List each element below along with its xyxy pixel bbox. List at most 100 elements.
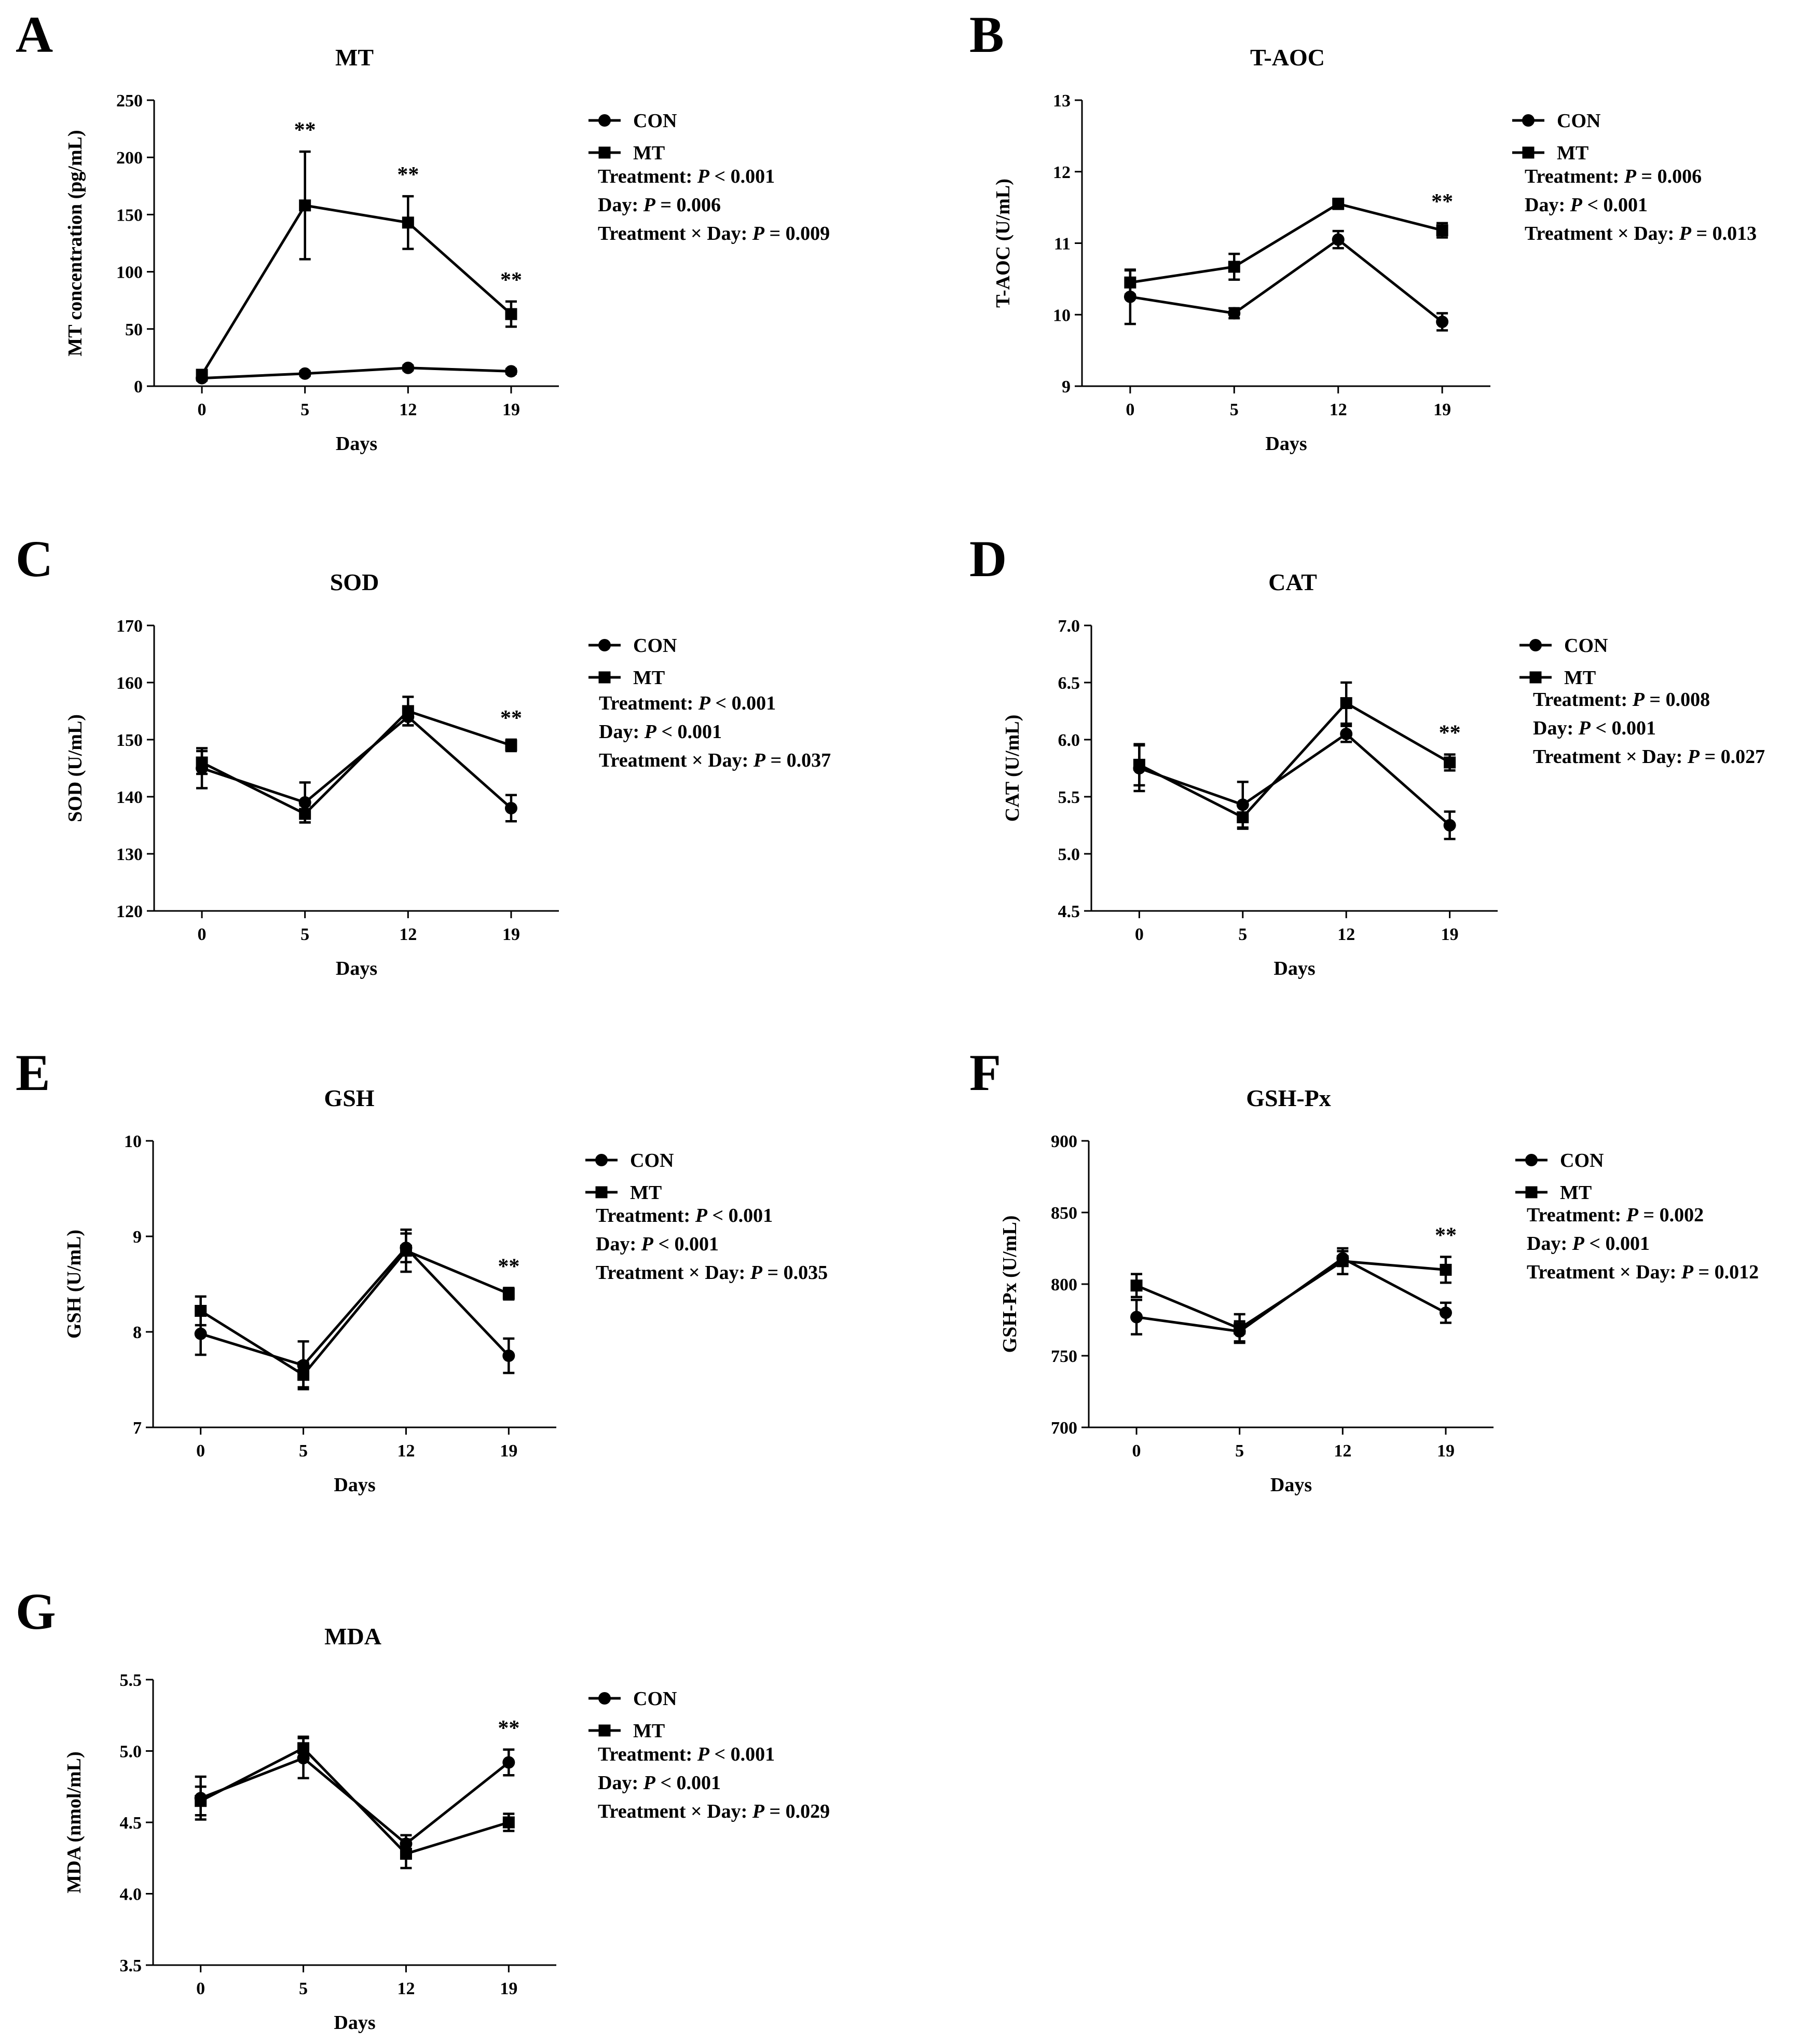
panel-b: B T-AOC 9 10 11 12 13 0 5 12 19 Days T-AOC (U/mL) ** C… (969, 6, 1757, 455)
data-point-mt (1436, 224, 1448, 237)
y-tick-label: 6.5 (1058, 674, 1080, 693)
y-axis-label: GSH-Px (U/mL) (999, 1216, 1021, 1353)
data-point-mt (297, 1369, 310, 1381)
series-mt (196, 150, 517, 381)
data-point-con (1130, 1311, 1143, 1324)
significance-mark: ** (1431, 190, 1453, 214)
data-point-mt (400, 1245, 412, 1257)
x-tick-label: 5 (299, 1441, 308, 1461)
data-point-mt (505, 739, 517, 752)
legend-label-con: CON (1564, 635, 1608, 657)
series-mt (195, 1735, 515, 1870)
series-line-mt (1130, 202, 1443, 284)
y-tick-label: 250 (116, 91, 143, 111)
series-mt (1130, 1247, 1452, 1344)
significance-mark: ** (294, 118, 316, 142)
legend-label-mt: MT (1560, 1182, 1592, 1204)
data-point-mt (1133, 758, 1145, 771)
x-tick-label: 0 (198, 925, 207, 944)
y-tick-label: 8 (133, 1323, 142, 1342)
x-tick-label: 5 (1235, 1441, 1244, 1461)
panel-letter: G (16, 1583, 56, 1640)
legend-label-mt: MT (633, 142, 665, 164)
series-mt (195, 1228, 515, 1388)
data-point-mt (196, 369, 208, 381)
y-tick-label: 5.5 (120, 1671, 142, 1690)
data-point-mt (1440, 1263, 1452, 1276)
x-axis-label: Days (1270, 1474, 1312, 1496)
chart-title: SOD (330, 569, 379, 595)
y-tick-label: 9 (1062, 377, 1071, 397)
x-axis-label: Days (334, 2012, 375, 2034)
y-tick-label: 10 (1053, 306, 1071, 325)
legend-marker-mt (1522, 146, 1535, 159)
y-tick-label: 160 (116, 674, 143, 693)
series-line-con (201, 715, 512, 809)
chart-title: GSH (324, 1085, 374, 1111)
data-point-mt (502, 1816, 515, 1829)
stats-day: Day: P < 0.001 (1533, 717, 1656, 739)
legend-marker-con (595, 1154, 608, 1166)
series-line-con (200, 1246, 510, 1367)
x-tick-label: 0 (1135, 925, 1144, 944)
x-axis-label: Days (1265, 433, 1307, 455)
data-point-con (1443, 819, 1456, 832)
significance-mark: ** (498, 1255, 519, 1278)
legend-marker-con (598, 639, 611, 651)
panel-letter: B (969, 6, 1004, 63)
x-tick-label: 5 (299, 1979, 308, 1998)
x-tick-label: 12 (397, 1979, 415, 1998)
chart-title: MT (335, 44, 374, 71)
chart-title: CAT (1268, 569, 1317, 595)
series-line-con (1130, 238, 1443, 323)
panel-letter: F (969, 1044, 1001, 1101)
x-tick-label: 5 (1230, 400, 1239, 419)
legend-label-con: CON (1557, 110, 1600, 132)
series-line-mt (1139, 701, 1450, 819)
stats-interaction: Treatment × Day: P = 0.027 (1533, 746, 1765, 768)
series-line-mt (1136, 1260, 1446, 1330)
x-tick-label: 19 (1437, 1441, 1455, 1461)
y-tick-label: 150 (116, 731, 143, 750)
y-axis-label: CAT (U/mL) (1002, 715, 1023, 822)
x-tick-label: 0 (196, 1979, 205, 1998)
y-tick-label: 200 (116, 148, 143, 168)
series-mt (1133, 681, 1456, 830)
panel-letter: D (969, 530, 1007, 588)
stats-day: Day: P < 0.001 (596, 1233, 719, 1255)
data-point-con (502, 1756, 515, 1769)
data-point-con (1340, 728, 1353, 740)
series-line-con (201, 366, 512, 380)
x-tick-label: 5 (300, 400, 309, 419)
y-axis-label: MDA (nmol/mL) (63, 1751, 85, 1893)
data-point-mt (402, 216, 414, 229)
data-point-con (402, 361, 415, 374)
data-point-con (1332, 233, 1345, 246)
y-tick-label: 50 (125, 320, 143, 339)
y-tick-label: 12 (1053, 163, 1071, 182)
stats-treatment: Treatment: P = 0.008 (1533, 689, 1710, 711)
data-point-mt (299, 199, 311, 212)
data-point-con (502, 1350, 515, 1362)
x-tick-label: 0 (198, 400, 207, 419)
stats-interaction: Treatment × Day: P = 0.012 (1527, 1261, 1759, 1283)
y-tick-label: 100 (116, 263, 143, 282)
stats-interaction: Treatment × Day: P = 0.013 (1525, 223, 1757, 244)
series-line-mt (200, 204, 512, 376)
legend-marker-mt (595, 1186, 608, 1198)
data-point-con (504, 802, 517, 814)
legend-label-mt: MT (633, 1720, 665, 1742)
y-tick-label: 5.5 (1058, 788, 1080, 807)
series-con (1133, 725, 1456, 840)
x-tick-label: 19 (500, 1979, 517, 1998)
legend-label-con: CON (633, 110, 677, 132)
panel-letter: E (16, 1044, 50, 1101)
legend-marker-mt (1529, 671, 1542, 684)
stats-interaction: Treatment × Day: P = 0.029 (598, 1801, 830, 1822)
stats-day: Day: P < 0.001 (599, 721, 722, 743)
stats-interaction: Treatment × Day: P = 0.037 (599, 750, 831, 771)
y-tick-label: 7 (133, 1419, 142, 1438)
series-mt (1124, 197, 1448, 296)
data-point-mt (502, 1287, 515, 1300)
y-tick-label: 900 (1051, 1132, 1077, 1151)
